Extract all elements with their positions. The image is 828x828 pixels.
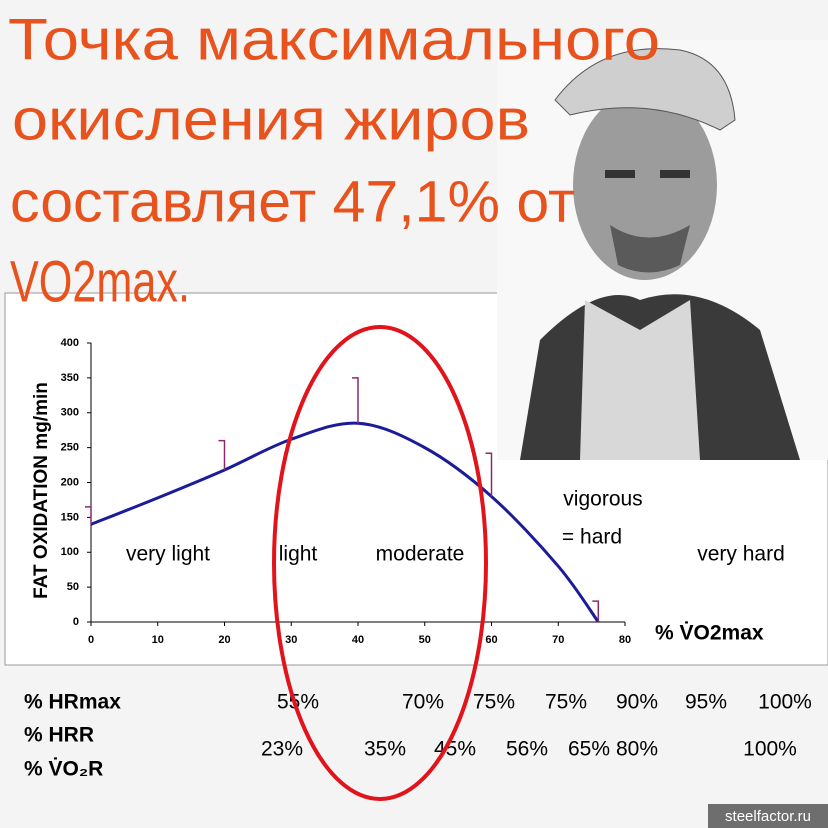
error-bar: [592, 600, 600, 622]
y-tick-label: 350: [61, 372, 79, 384]
headline: VO2max.: [10, 249, 190, 314]
row-value: 70%: [402, 691, 444, 714]
row-label: % HRmax: [24, 691, 121, 714]
y-tick-label: 50: [67, 581, 79, 593]
x-tick-label: 40: [352, 634, 364, 646]
row-value: 75%: [545, 691, 587, 714]
zone-label: light: [279, 543, 318, 566]
row-value: 90%: [616, 691, 658, 714]
x-axis-label: % V̇O2max: [655, 621, 764, 645]
error-bar: [85, 506, 92, 525]
y-tick-label: 250: [61, 442, 79, 454]
watermark-box: [708, 804, 828, 828]
row-value: 100%: [758, 691, 812, 714]
y-tick-label: 200: [61, 476, 79, 488]
y-tick-label: 150: [61, 511, 79, 523]
watermark: steelfactor.ru: [725, 808, 811, 825]
row-value: 56%: [506, 738, 548, 761]
row-value: 80%: [616, 738, 658, 761]
error-bar: [485, 452, 493, 497]
row-value: 23%: [261, 738, 303, 761]
y-tick-label: 300: [61, 407, 79, 419]
zone-label: = hard: [562, 526, 622, 549]
error-bar: [352, 377, 359, 424]
row-value: 100%: [743, 738, 797, 761]
x-tick-label: 10: [152, 634, 164, 646]
zone-label: vigorous: [563, 488, 642, 511]
y-tick-label: 0: [73, 616, 79, 628]
row-value: 65%: [568, 738, 610, 761]
x-tick-label: 20: [218, 634, 230, 646]
row-label: % HRR: [24, 724, 94, 747]
x-tick-label: 80: [619, 634, 631, 646]
x-tick-label: 0: [88, 634, 94, 646]
y-axis-label: FAT OXIDATION mg/min: [31, 382, 52, 599]
x-tick-label: 30: [285, 634, 297, 646]
x-tick-label: 60: [485, 634, 497, 646]
x-tick-label: 50: [419, 634, 431, 646]
data-line: [90, 421, 600, 623]
highlight-ellipse: [272, 325, 488, 801]
y-tick-label: 400: [61, 337, 79, 349]
row-value: 95%: [685, 691, 727, 714]
headline: составляет 47,1% от: [10, 169, 575, 234]
headline: Точка максимального: [8, 7, 660, 72]
zone-label: very hard: [697, 543, 785, 566]
zone-label: very light: [126, 543, 210, 566]
row-value: 75%: [473, 691, 515, 714]
row-value: 35%: [364, 738, 406, 761]
row-value: 55%: [277, 691, 319, 714]
error-bar: [218, 439, 226, 470]
y-tick-label: 100: [61, 546, 79, 558]
zone-label: moderate: [376, 543, 465, 566]
x-tick-label: 70: [552, 634, 564, 646]
photo: [497, 40, 828, 460]
row-value: 45%: [434, 738, 476, 761]
row-label: % V̇O₂R: [24, 757, 103, 781]
headline: окисления жиров: [12, 87, 530, 152]
